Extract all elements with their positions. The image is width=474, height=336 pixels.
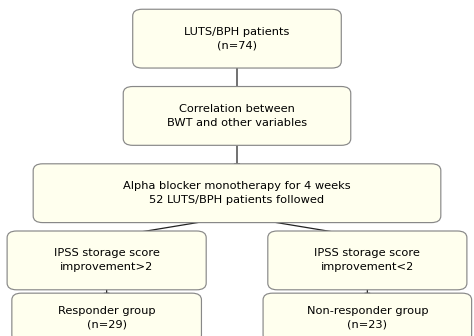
FancyBboxPatch shape (123, 86, 351, 145)
FancyBboxPatch shape (12, 293, 201, 336)
FancyBboxPatch shape (268, 231, 467, 290)
FancyBboxPatch shape (7, 231, 206, 290)
FancyBboxPatch shape (33, 164, 441, 223)
Text: IPSS storage score
improvement>2: IPSS storage score improvement>2 (54, 248, 160, 272)
FancyBboxPatch shape (263, 293, 472, 336)
Text: Alpha blocker monotherapy for 4 weeks
52 LUTS/BPH patients followed: Alpha blocker monotherapy for 4 weeks 52… (123, 181, 351, 205)
Text: IPSS storage score
improvement<2: IPSS storage score improvement<2 (314, 248, 420, 272)
Text: Responder group
(n=29): Responder group (n=29) (58, 305, 155, 330)
FancyBboxPatch shape (133, 9, 341, 68)
Text: Correlation between
BWT and other variables: Correlation between BWT and other variab… (167, 104, 307, 128)
Text: Non-responder group
(n=23): Non-responder group (n=23) (307, 305, 428, 330)
Text: LUTS/BPH patients
(n=74): LUTS/BPH patients (n=74) (184, 27, 290, 51)
